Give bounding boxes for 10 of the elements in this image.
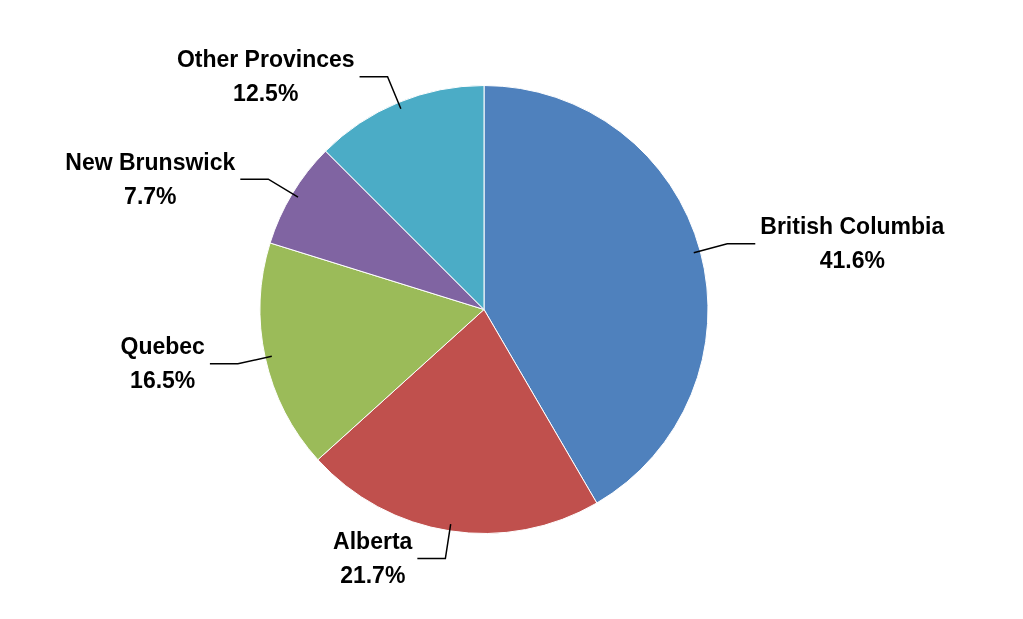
data-label: 41.6%	[819, 247, 885, 274]
slice-label: British Columbia	[760, 213, 945, 240]
data-label: 21.7%	[340, 561, 406, 588]
slice-label: Quebec	[120, 333, 206, 360]
slice-label: Other Provinces	[176, 46, 355, 73]
data-label: 16.5%	[130, 367, 196, 394]
slice-label: Alberta	[333, 527, 413, 554]
data-label: 12.5%	[233, 80, 299, 107]
data-label: 7.7%	[124, 182, 177, 209]
slice-label: New Brunswick	[65, 148, 236, 175]
